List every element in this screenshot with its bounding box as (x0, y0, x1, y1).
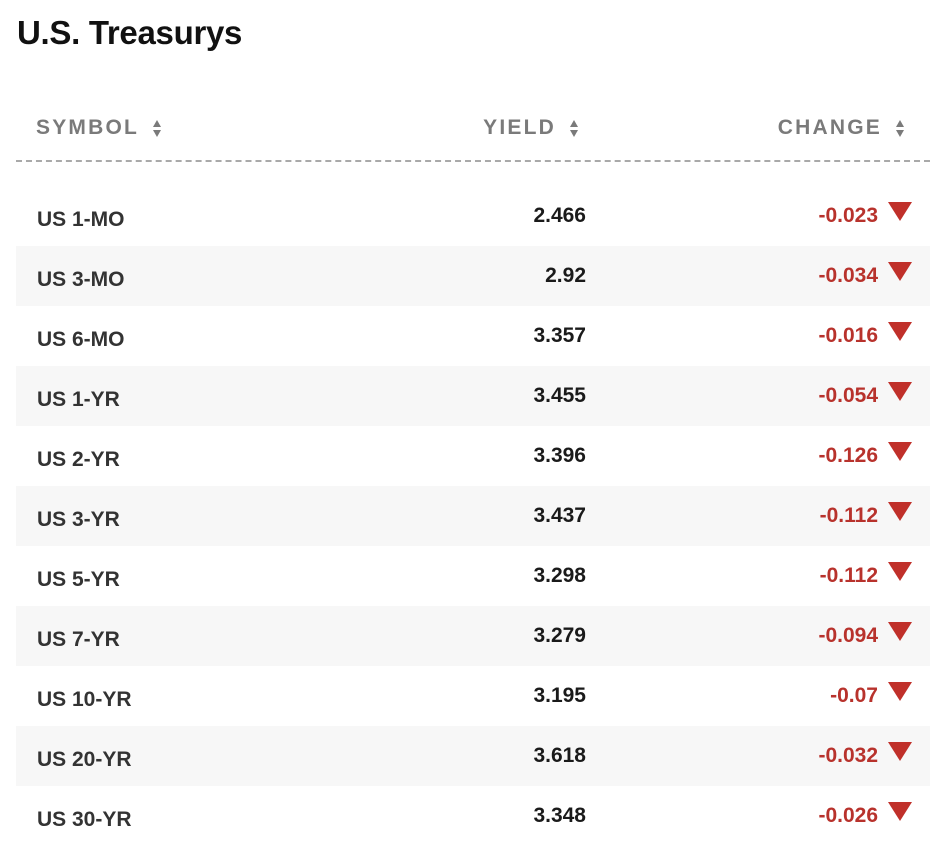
change-cell: -0.034 (818, 260, 912, 290)
table-row[interactable]: US 30-YR 3.348 -0.026 (16, 786, 930, 846)
change-value: -0.112 (819, 504, 878, 527)
change-value: -0.026 (818, 804, 878, 827)
table-row[interactable]: US 7-YR 3.279 -0.094 (16, 606, 930, 666)
triangle-down-icon (888, 682, 912, 701)
table-row[interactable]: US 1-YR 3.455 -0.054 (16, 366, 930, 426)
change-value: -0.034 (818, 264, 878, 287)
sort-arrows-icon (570, 119, 578, 137)
sort-by-yield-button[interactable]: YIELD (483, 114, 578, 142)
column-header-symbol: SYMBOL (36, 116, 140, 139)
table-row[interactable]: US 6-MO 3.357 -0.016 (16, 306, 930, 366)
triangle-down-icon (888, 802, 912, 821)
change-cell: -0.126 (818, 440, 912, 470)
change-value: -0.032 (818, 744, 878, 767)
change-cell: -0.112 (820, 500, 912, 530)
table-row[interactable]: US 10-YR 3.195 -0.07 (16, 666, 930, 726)
symbol-link[interactable]: US 1-YR (37, 388, 120, 411)
symbol-link[interactable]: US 10-YR (37, 688, 132, 711)
triangle-down-icon (888, 262, 912, 281)
table-row[interactable]: US 1-MO 2.466 -0.023 (16, 186, 930, 246)
table-header: SYMBOL YIELD CHANGE (16, 100, 930, 162)
change-value: -0.054 (818, 384, 878, 407)
yield-value: 3.396 (533, 444, 586, 467)
symbol-link[interactable]: US 2-YR (37, 448, 120, 471)
symbol-link[interactable]: US 5-YR (37, 568, 120, 591)
yield-value: 3.298 (533, 564, 586, 587)
symbol-link[interactable]: US 1-MO (37, 208, 125, 231)
change-value: -0.094 (818, 624, 878, 647)
triangle-down-icon (888, 562, 912, 581)
triangle-down-icon (888, 382, 912, 401)
table-row[interactable]: US 5-YR 3.298 -0.112 (16, 546, 930, 606)
table-row[interactable]: US 3-YR 3.437 -0.112 (16, 486, 930, 546)
triangle-down-icon (888, 322, 912, 341)
triangle-down-icon (888, 202, 912, 221)
yield-value: 3.437 (533, 504, 586, 527)
yield-value: 3.348 (533, 804, 586, 827)
change-value: -0.112 (819, 564, 878, 587)
symbol-link[interactable]: US 3-MO (37, 268, 125, 291)
symbol-link[interactable]: US 20-YR (37, 748, 132, 771)
change-cell: -0.026 (818, 800, 912, 830)
yield-value: 2.466 (533, 204, 586, 227)
change-cell: -0.07 (830, 680, 912, 710)
treasury-table-body: US 1-MO 2.466 -0.023 US 3-MO 2.92 -0.034… (16, 186, 930, 846)
sort-arrows-icon (896, 119, 904, 137)
yield-value: 3.195 (533, 684, 586, 707)
symbol-link[interactable]: US 7-YR (37, 628, 120, 651)
triangle-down-icon (888, 442, 912, 461)
sort-arrows-icon (153, 119, 162, 137)
page-title: U.S. Treasurys (17, 14, 243, 51)
triangle-down-icon (888, 622, 912, 641)
table-row[interactable]: US 2-YR 3.396 -0.126 (16, 426, 930, 486)
change-value: -0.126 (818, 444, 878, 467)
change-cell: -0.112 (820, 560, 912, 590)
change-cell: -0.032 (818, 740, 912, 770)
change-value: -0.016 (818, 324, 878, 347)
yield-value: 3.279 (533, 624, 586, 647)
yield-value: 2.92 (545, 264, 586, 287)
change-value: -0.023 (818, 204, 878, 227)
change-cell: -0.094 (818, 620, 912, 650)
symbol-link[interactable]: US 6-MO (37, 328, 125, 351)
symbol-link[interactable]: US 30-YR (37, 808, 132, 831)
yield-value: 3.357 (533, 324, 586, 347)
change-cell: -0.054 (818, 380, 912, 410)
change-cell: -0.016 (818, 320, 912, 350)
sort-by-change-button[interactable]: CHANGE (778, 114, 904, 142)
yield-value: 3.618 (533, 744, 586, 767)
triangle-down-icon (888, 742, 912, 761)
symbol-link[interactable]: US 3-YR (37, 508, 120, 531)
column-header-change: CHANGE (777, 116, 882, 139)
yield-value: 3.455 (533, 384, 586, 407)
change-cell: -0.023 (818, 200, 912, 230)
change-value: -0.07 (830, 684, 878, 707)
triangle-down-icon (888, 502, 912, 521)
column-header-yield: YIELD (483, 116, 556, 139)
table-row[interactable]: US 3-MO 2.92 -0.034 (16, 246, 930, 306)
table-row[interactable]: US 20-YR 3.618 -0.032 (16, 726, 930, 786)
sort-by-symbol-button[interactable]: SYMBOL (36, 114, 162, 142)
